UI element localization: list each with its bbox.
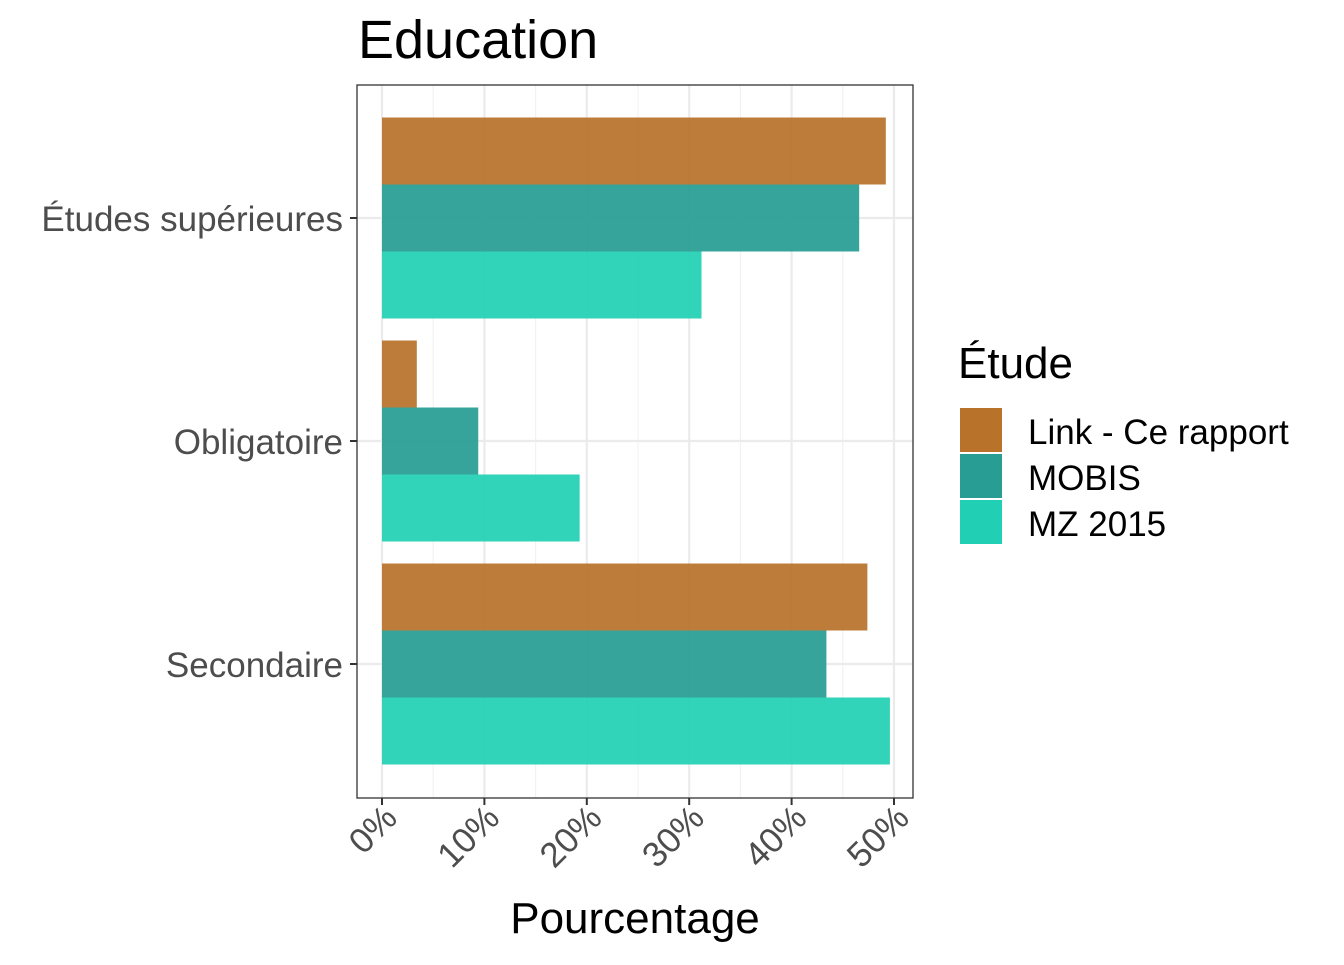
bar [382, 117, 886, 185]
x-tick-label: 50% [840, 798, 917, 875]
bar [382, 563, 868, 631]
x-tick-label: 0% [341, 798, 404, 861]
bar [382, 340, 417, 408]
legend-items: Link - Ce rapport MOBIS MZ 2015 [960, 408, 1289, 544]
legend-swatch [960, 408, 1002, 452]
x-tick-label: 40% [737, 798, 814, 875]
legend-title: Étude [958, 339, 1073, 388]
bar [382, 407, 479, 475]
x-tick-label: 30% [635, 798, 712, 875]
y-tick-label: Études supérieures [41, 200, 343, 239]
x-axis-title: Pourcentage [510, 894, 760, 943]
x-tick-label: 10% [430, 798, 507, 875]
x-tick-label: 20% [532, 798, 609, 875]
legend-swatch [960, 500, 1002, 544]
bar [382, 630, 827, 698]
bar-layer [382, 117, 890, 765]
chart-title: Education [358, 10, 598, 70]
legend-label: Link - Ce rapport [1028, 413, 1289, 452]
legend: Étude Link - Ce rapport MOBIS MZ 2015 [958, 339, 1289, 544]
bar [382, 697, 890, 765]
bar [382, 184, 860, 252]
bar [382, 474, 580, 542]
legend-label: MOBIS [1028, 459, 1141, 498]
y-tick-label: Obligatoire [174, 423, 343, 462]
legend-label: MZ 2015 [1028, 505, 1166, 544]
bar [382, 251, 702, 319]
y-tick-label: Secondaire [166, 646, 343, 685]
legend-swatch [960, 454, 1002, 498]
